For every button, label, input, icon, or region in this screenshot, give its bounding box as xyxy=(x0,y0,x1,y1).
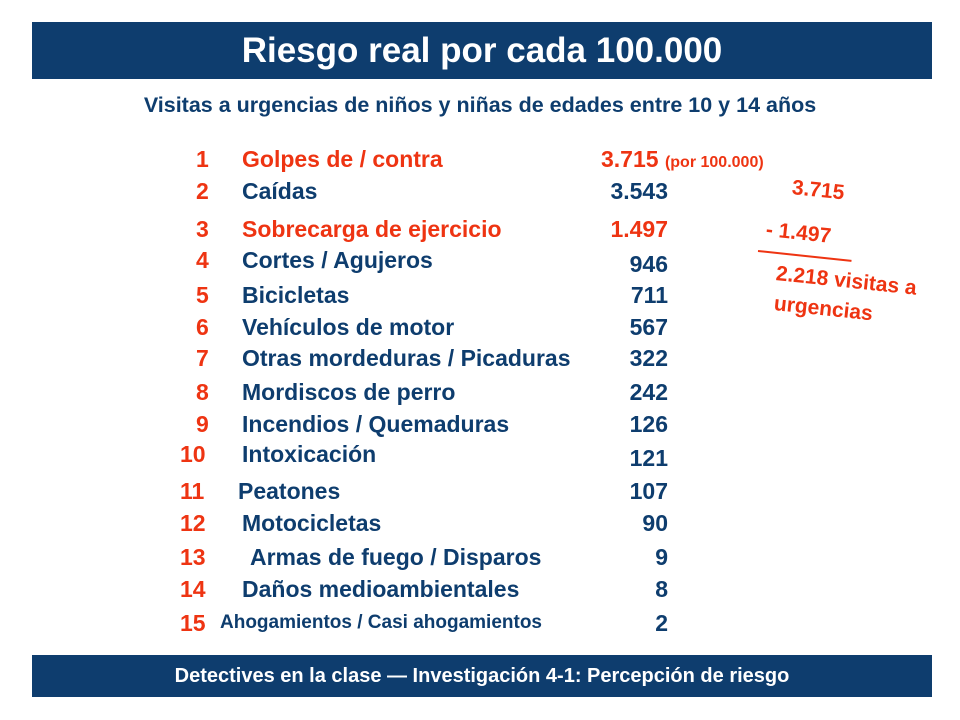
item-rank: 9 xyxy=(196,411,209,437)
list-item: 1 Golpes de / contra 3.715 (por 100.000) xyxy=(0,144,764,174)
list-item: 8 Mordiscos de perro 242 xyxy=(0,377,700,407)
item-label: Cortes / Agujeros xyxy=(242,247,433,273)
list-item: 13 Armas de fuego / Disparos 9 xyxy=(0,542,700,572)
item-value: 9 xyxy=(655,544,668,570)
item-rank: 6 xyxy=(196,314,209,340)
item-label: Peatones xyxy=(238,478,341,504)
item-value: 711 xyxy=(630,282,668,308)
item-value: 3.715 (por 100.000) xyxy=(601,146,764,172)
item-rank: 8 xyxy=(196,379,209,405)
item-value: 567 xyxy=(629,314,668,340)
list-item: 11 Peatones 107 xyxy=(0,476,700,506)
item-rank: 12 xyxy=(180,510,206,536)
item-value: 242 xyxy=(629,379,668,405)
item-rank: 15 xyxy=(180,610,206,636)
item-rank: 13 xyxy=(180,544,206,570)
calc-minuend: 3.715 xyxy=(790,176,846,205)
item-label: Caídas xyxy=(242,178,318,204)
item-value: 946 xyxy=(629,251,668,277)
calc-subtrahend: - 1.497 xyxy=(764,218,833,248)
list-item: 12 Motocicletas 90 xyxy=(0,508,700,538)
item-label: Daños medioambientales xyxy=(242,576,520,602)
item-value: 322 xyxy=(629,345,668,371)
item-value: 126 xyxy=(629,411,668,437)
item-label: Ahogamientos / Casi ahogamientos xyxy=(220,612,542,633)
item-rank: 3 xyxy=(196,216,209,242)
item-rank: 1 xyxy=(196,146,209,172)
calc-divider-line xyxy=(757,250,852,262)
item-value: 1.497 xyxy=(610,216,668,242)
list-item: 2 Caídas 3.543 xyxy=(0,176,700,206)
item-label: Motocicletas xyxy=(242,510,382,536)
list-item: 15 Ahogamientos / Casi ahogamientos 2 xyxy=(0,608,700,638)
item-label: Otras mordeduras / Picaduras xyxy=(242,345,571,371)
list-item: 7 Otras mordeduras / Picaduras 322 xyxy=(0,343,700,373)
item-value: 8 xyxy=(655,576,668,602)
list-item: 3 Sobrecarga de ejercicio 1.497 xyxy=(0,214,700,244)
calc-result-line2: urgencias xyxy=(772,292,874,326)
item-rank: 7 xyxy=(196,345,209,371)
list-item: 5 Bicicletas 711 xyxy=(0,280,700,310)
list-item: 14 Daños medioambientales 8 xyxy=(0,574,700,604)
footer-caption: Detectives en la clase — Investigación 4… xyxy=(32,655,932,697)
item-value: 107 xyxy=(629,478,668,504)
item-label: Vehículos de motor xyxy=(242,314,455,340)
item-rank: 10 xyxy=(180,441,206,467)
list-item: 4 Cortes / Agujeros 946 xyxy=(0,245,700,277)
item-rank: 11 xyxy=(180,478,205,504)
unit-note: (por 100.000) xyxy=(664,154,764,171)
item-label: Golpes de / contra xyxy=(242,146,443,172)
list-item: 9 Incendios / Quemaduras 126 xyxy=(0,409,700,439)
item-rank: 5 xyxy=(196,282,209,308)
item-label: Incendios / Quemaduras xyxy=(242,411,510,437)
list-item: 10 Intoxicación 121 xyxy=(0,439,700,471)
item-value: 3.543 xyxy=(610,178,668,204)
item-label: Bicicletas xyxy=(242,282,350,308)
item-value: 2 xyxy=(655,610,668,636)
item-value: 90 xyxy=(642,510,668,536)
item-rank: 4 xyxy=(196,247,209,273)
list-item: 6 Vehículos de motor 567 xyxy=(0,312,700,342)
item-rank: 2 xyxy=(196,178,209,204)
page-title: Riesgo real por cada 100.000 xyxy=(32,22,932,79)
item-label: Armas de fuego / Disparos xyxy=(250,544,542,570)
item-label: Sobrecarga de ejercicio xyxy=(242,216,502,242)
item-label: Mordiscos de perro xyxy=(242,379,456,405)
item-label: Intoxicación xyxy=(242,441,377,467)
page-subtitle: Visitas a urgencias de niños y niñas de … xyxy=(143,93,817,117)
item-value: 121 xyxy=(629,445,668,471)
item-rank: 14 xyxy=(180,576,206,602)
